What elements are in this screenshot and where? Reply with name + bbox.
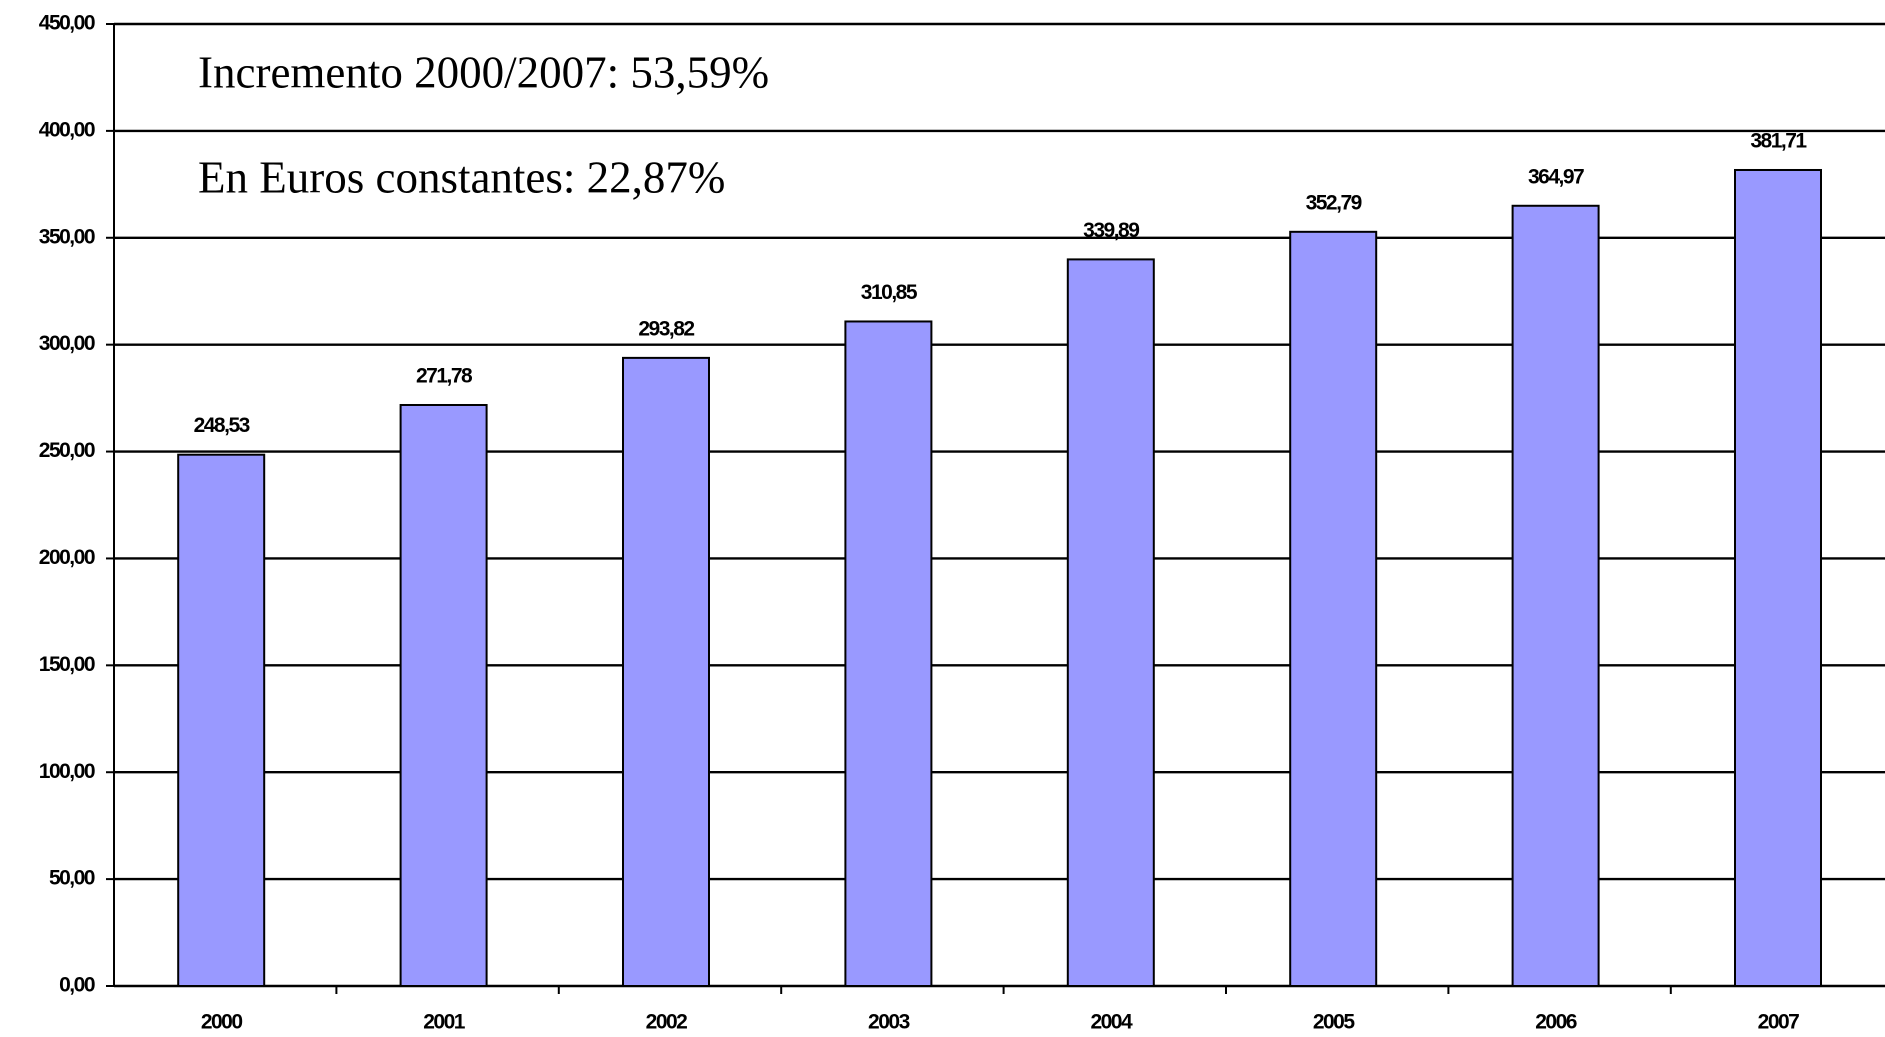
bar — [844, 320, 933, 987]
value-label: 339,89 — [1083, 219, 1139, 242]
bar — [177, 453, 266, 988]
value-label: 248,53 — [194, 414, 250, 437]
x-tick-label: 2003 — [868, 1011, 910, 1034]
value-label: 381,71 — [1750, 130, 1807, 153]
y-tick-label: 400,00 — [39, 118, 95, 141]
bar — [399, 403, 488, 987]
bar — [622, 356, 710, 988]
x-tick-label: 2002 — [646, 1011, 688, 1034]
annotation: Incremento 2000/2007: 53,59% — [198, 47, 769, 97]
annotation: En Euros constantes: 22,87% — [198, 152, 725, 202]
x-tick-label: 2006 — [1535, 1011, 1577, 1034]
x-tick-label: 2000 — [201, 1011, 243, 1034]
y-tick-label: 250,00 — [39, 439, 95, 462]
value-label: 352,79 — [1306, 191, 1362, 214]
x-tick-label: 2004 — [1090, 1011, 1133, 1034]
y-tick-label: 350,00 — [39, 225, 95, 248]
value-label: 364,97 — [1528, 165, 1584, 188]
y-tick-label: 450,00 — [39, 12, 95, 35]
value-label: 293,82 — [638, 317, 694, 340]
y-tick-label: 300,00 — [39, 332, 95, 355]
bar — [1066, 258, 1155, 988]
value-label: 310,85 — [861, 281, 918, 304]
y-tick-label: 100,00 — [39, 760, 95, 783]
x-tick-label: 2005 — [1313, 1011, 1356, 1034]
x-tick-label: 2007 — [1758, 1011, 1800, 1034]
x-tick-label: 2001 — [423, 1011, 466, 1034]
y-tick-label: 200,00 — [39, 546, 95, 569]
y-tick-label: 0,00 — [59, 974, 95, 997]
bar — [1289, 230, 1378, 988]
value-label: 271,78 — [416, 365, 473, 388]
y-tick-label: 150,00 — [39, 653, 95, 676]
y-tick-label: 50,00 — [49, 867, 95, 890]
bar — [1511, 204, 1600, 987]
bar — [1734, 168, 1822, 988]
